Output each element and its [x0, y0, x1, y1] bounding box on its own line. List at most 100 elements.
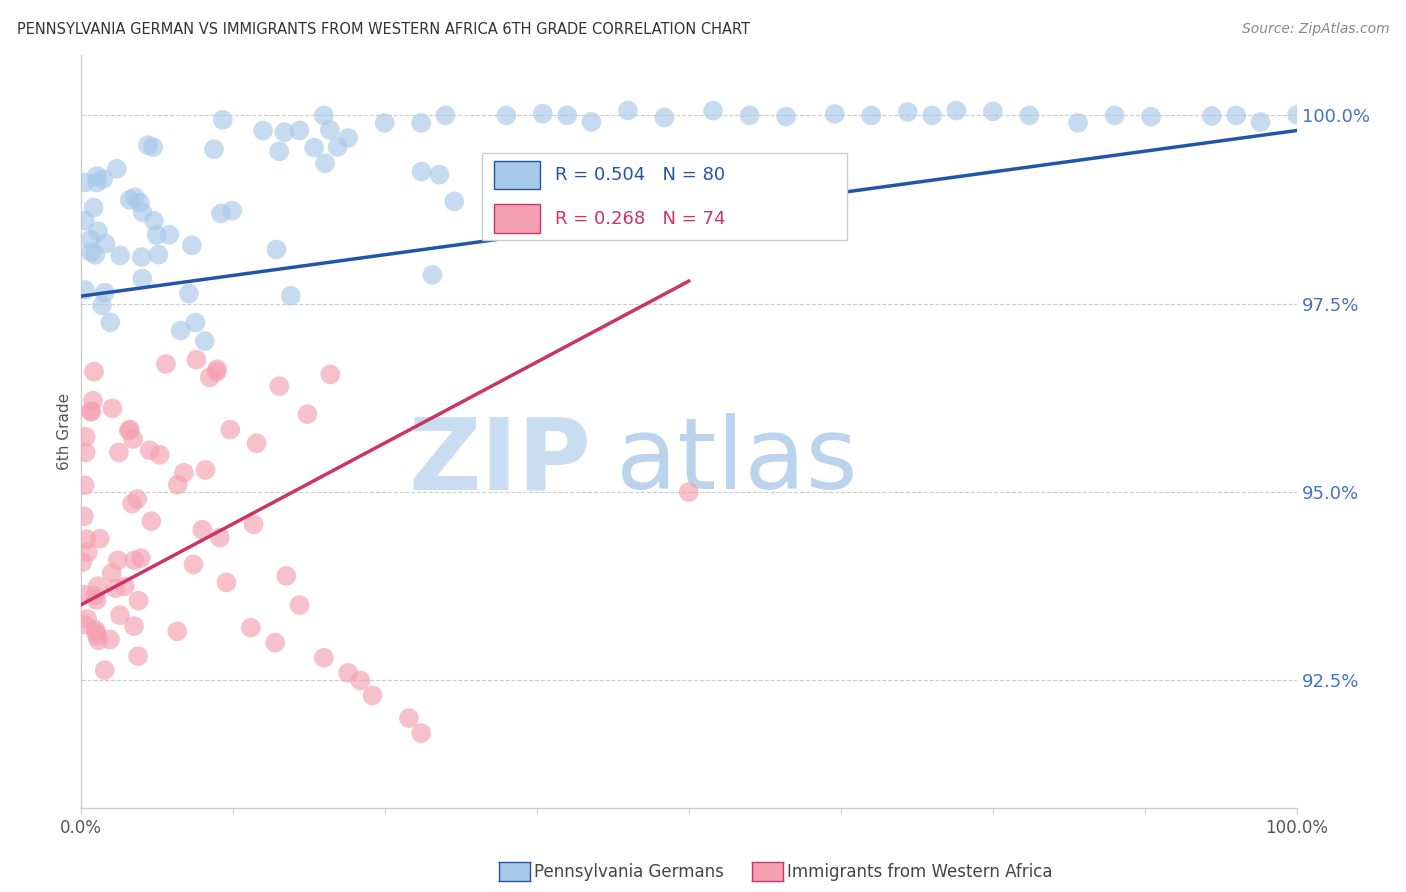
Point [1286, 108, 1309, 122]
Point [83, 201, 105, 215]
Point [194, 334, 217, 348]
Point [93, 663, 115, 677]
FancyBboxPatch shape [482, 153, 846, 240]
Point [108, 248, 131, 262]
Text: ZIP: ZIP [409, 413, 592, 510]
Point [361, 689, 384, 703]
Point [101, 401, 124, 416]
Point [312, 108, 335, 122]
Point [131, 250, 153, 264]
Point [84, 248, 107, 262]
Point [702, 103, 724, 118]
Point [104, 582, 127, 596]
Point [264, 636, 287, 650]
Point [824, 107, 846, 121]
Point [184, 316, 207, 330]
Point [149, 448, 172, 462]
Point [266, 243, 288, 257]
Point [312, 650, 335, 665]
Point [84, 589, 107, 603]
Point [1140, 110, 1163, 124]
Point [155, 357, 177, 371]
Point [678, 485, 700, 500]
Point [80, 404, 103, 418]
Point [239, 621, 262, 635]
Point [374, 116, 396, 130]
Point [921, 108, 943, 122]
Point [775, 110, 797, 124]
Point [581, 115, 603, 129]
Point [1018, 108, 1040, 122]
Point [288, 598, 311, 612]
Point [72, 555, 94, 569]
Point [198, 370, 221, 384]
Point [166, 624, 188, 639]
Point [205, 365, 228, 379]
Point [221, 203, 243, 218]
Point [142, 140, 165, 154]
Point [89, 532, 111, 546]
Point [73, 283, 96, 297]
Point [75, 176, 97, 190]
Point [148, 247, 170, 261]
Point [302, 141, 325, 155]
Point [75, 532, 97, 546]
Point [141, 514, 163, 528]
Point [129, 195, 152, 210]
Point [422, 268, 444, 282]
Point [121, 497, 143, 511]
Point [326, 140, 349, 154]
Point [443, 194, 465, 209]
Point [86, 169, 108, 183]
Point [897, 105, 920, 120]
Point [202, 142, 225, 156]
Point [136, 138, 159, 153]
Point [981, 104, 1004, 119]
Point [129, 551, 152, 566]
Point [108, 445, 131, 459]
Point [208, 531, 231, 545]
Point [114, 579, 136, 593]
Point [1250, 115, 1272, 129]
Point [191, 523, 214, 537]
Point [205, 362, 228, 376]
Point [84, 623, 107, 637]
Point [86, 625, 108, 640]
Point [297, 407, 319, 421]
Point [738, 108, 761, 122]
Point [314, 156, 336, 170]
Point [76, 612, 98, 626]
Point [337, 665, 360, 680]
Point [87, 224, 110, 238]
Point [100, 566, 122, 580]
Point [75, 445, 97, 459]
Point [288, 123, 311, 137]
FancyBboxPatch shape [494, 204, 540, 233]
Point [219, 423, 242, 437]
Point [127, 593, 149, 607]
Point [83, 365, 105, 379]
Point [91, 298, 114, 312]
Text: Source: ZipAtlas.com: Source: ZipAtlas.com [1241, 22, 1389, 37]
Point [77, 545, 100, 559]
Point [180, 238, 202, 252]
Point [531, 107, 554, 121]
Point [87, 579, 110, 593]
Point [73, 617, 96, 632]
Text: Immigrants from Western Africa: Immigrants from Western Africa [787, 863, 1053, 881]
Point [349, 673, 371, 688]
Point [177, 286, 200, 301]
Point [73, 588, 96, 602]
Point [86, 629, 108, 643]
Point [145, 227, 167, 242]
Text: atlas: atlas [616, 413, 858, 510]
Point [1201, 109, 1223, 123]
Point [73, 509, 96, 524]
Point [80, 404, 103, 418]
Point [127, 491, 149, 506]
Point [860, 108, 883, 122]
Point [434, 108, 457, 122]
Text: R = 0.268   N = 74: R = 0.268 N = 74 [555, 210, 725, 227]
Point [157, 227, 180, 242]
Point [209, 206, 232, 220]
